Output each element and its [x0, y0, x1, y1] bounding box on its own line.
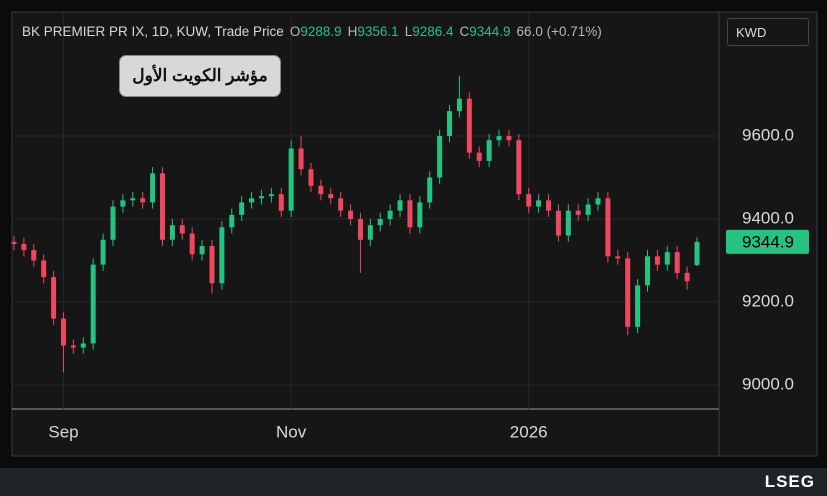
- last-price-box: [726, 229, 809, 254]
- candle-body: [159, 173, 165, 240]
- candle-body: [140, 198, 146, 203]
- candle-body: [219, 227, 225, 284]
- candle-body: [179, 225, 185, 234]
- legend-label: O: [289, 24, 301, 39]
- candle-body: [199, 245, 205, 255]
- candle-body: [189, 233, 195, 255]
- candle-body: [90, 264, 96, 344]
- x-tick-label: Sep: [48, 422, 78, 441]
- candle-body: [308, 169, 314, 186]
- candle-body: [427, 177, 433, 203]
- candle-body: [664, 252, 670, 265]
- candle-body: [625, 258, 631, 327]
- candle-body: [645, 256, 651, 286]
- candle-body: [565, 210, 571, 236]
- candle-body: [328, 194, 334, 199]
- last-price-label: 9344.9: [742, 232, 794, 251]
- candle-body: [31, 250, 37, 261]
- candle-body: [120, 200, 126, 207]
- legend-title: BK PREMIER PR IX, 1D, KUW, Trade Price: [22, 24, 284, 39]
- candle-body: [258, 196, 264, 199]
- candle-body: [357, 219, 363, 240]
- candle-body: [635, 285, 641, 327]
- candle-body: [466, 98, 472, 153]
- candle-body: [615, 256, 621, 259]
- candle-body: [80, 343, 86, 348]
- x-tick-label: 2026: [510, 422, 548, 441]
- candle-body: [41, 260, 47, 278]
- candle-body: [417, 202, 423, 228]
- candle-body: [486, 140, 492, 161]
- y-tick-label: 9600.0: [742, 126, 794, 145]
- candle-body: [595, 198, 601, 205]
- candle-body: [496, 136, 502, 141]
- y-tick-label: 9000.0: [742, 374, 794, 393]
- candle-body: [278, 194, 284, 211]
- legend-change: 66.0 (+0.71%): [516, 24, 602, 39]
- candle-body: [397, 200, 403, 211]
- candle-body: [536, 200, 542, 207]
- candle-body: [209, 245, 215, 284]
- candle-body: [674, 252, 680, 273]
- x-tick-label: Nov: [276, 422, 307, 441]
- y-tick-label: 9200.0: [742, 291, 794, 310]
- brand: LSEG: [764, 472, 815, 491]
- candle-body: [348, 210, 354, 220]
- candle-body: [575, 210, 581, 215]
- candle-body: [387, 210, 393, 220]
- candle-body: [437, 136, 443, 178]
- candle-body: [239, 202, 245, 215]
- candle-body: [130, 198, 136, 201]
- footer: LSEG: [0, 468, 827, 496]
- legend-label: C: [459, 24, 470, 39]
- candle-body: [318, 185, 324, 195]
- legend-value: 9288.9: [300, 24, 342, 39]
- candle-body: [555, 210, 561, 236]
- candle-body: [585, 204, 591, 215]
- candle-body: [229, 214, 235, 228]
- annotation: مؤشر الكويت الأول: [119, 55, 281, 97]
- candle-body: [11, 241, 17, 244]
- candle-body: [298, 148, 304, 170]
- candle-body: [60, 318, 66, 346]
- legend-label: H: [347, 24, 358, 39]
- candle-body: [21, 243, 27, 251]
- candle-body: [377, 219, 383, 226]
- candle-body: [605, 198, 611, 257]
- currency-button[interactable]: KWD: [727, 18, 809, 46]
- candle-body: [476, 152, 482, 161]
- candle-body: [70, 345, 76, 348]
- candle-body: [654, 256, 660, 265]
- candle-body: [51, 277, 57, 319]
- y-tick-label: 9400.0: [742, 208, 794, 227]
- candle-body: [516, 140, 522, 195]
- candle-body: [100, 239, 106, 265]
- candle-body: [110, 206, 116, 240]
- candle-body: [288, 148, 294, 211]
- candle-body: [684, 272, 690, 282]
- legend-value: 9344.9: [469, 24, 511, 39]
- candle-body: [150, 173, 156, 203]
- candle-body: [694, 241, 700, 266]
- candle-body: [447, 111, 453, 137]
- candle-body: [268, 194, 274, 197]
- legend-label: L: [404, 24, 413, 39]
- candle-body: [526, 194, 532, 207]
- ohlc-legend: BK PREMIER PR IX, 1D, KUW, Trade Price O9…: [22, 24, 602, 39]
- candle-body: [407, 200, 413, 228]
- legend-value: 9356.1: [357, 24, 399, 39]
- candle-body: [456, 98, 462, 112]
- candle-body: [169, 225, 175, 240]
- legend-value: 9286.4: [412, 24, 454, 39]
- candle-body: [249, 198, 255, 203]
- candle-body: [546, 200, 552, 211]
- candle-body: [338, 198, 344, 211]
- candle-body: [506, 136, 512, 141]
- candle-body: [367, 225, 373, 240]
